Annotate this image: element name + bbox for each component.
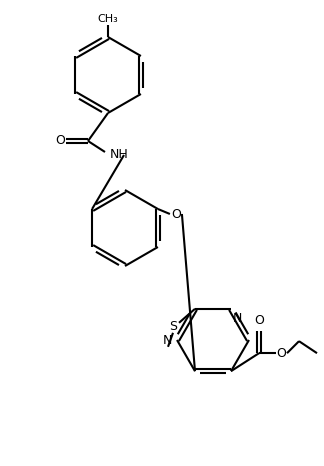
Text: CH₃: CH₃ <box>98 14 118 24</box>
Text: N: N <box>163 334 172 347</box>
Text: N: N <box>233 312 242 325</box>
Text: O: O <box>55 135 65 148</box>
Text: O: O <box>171 207 181 220</box>
Text: S: S <box>169 320 177 333</box>
Text: NH: NH <box>110 149 129 162</box>
Text: O: O <box>276 347 286 360</box>
Text: O: O <box>254 314 264 327</box>
